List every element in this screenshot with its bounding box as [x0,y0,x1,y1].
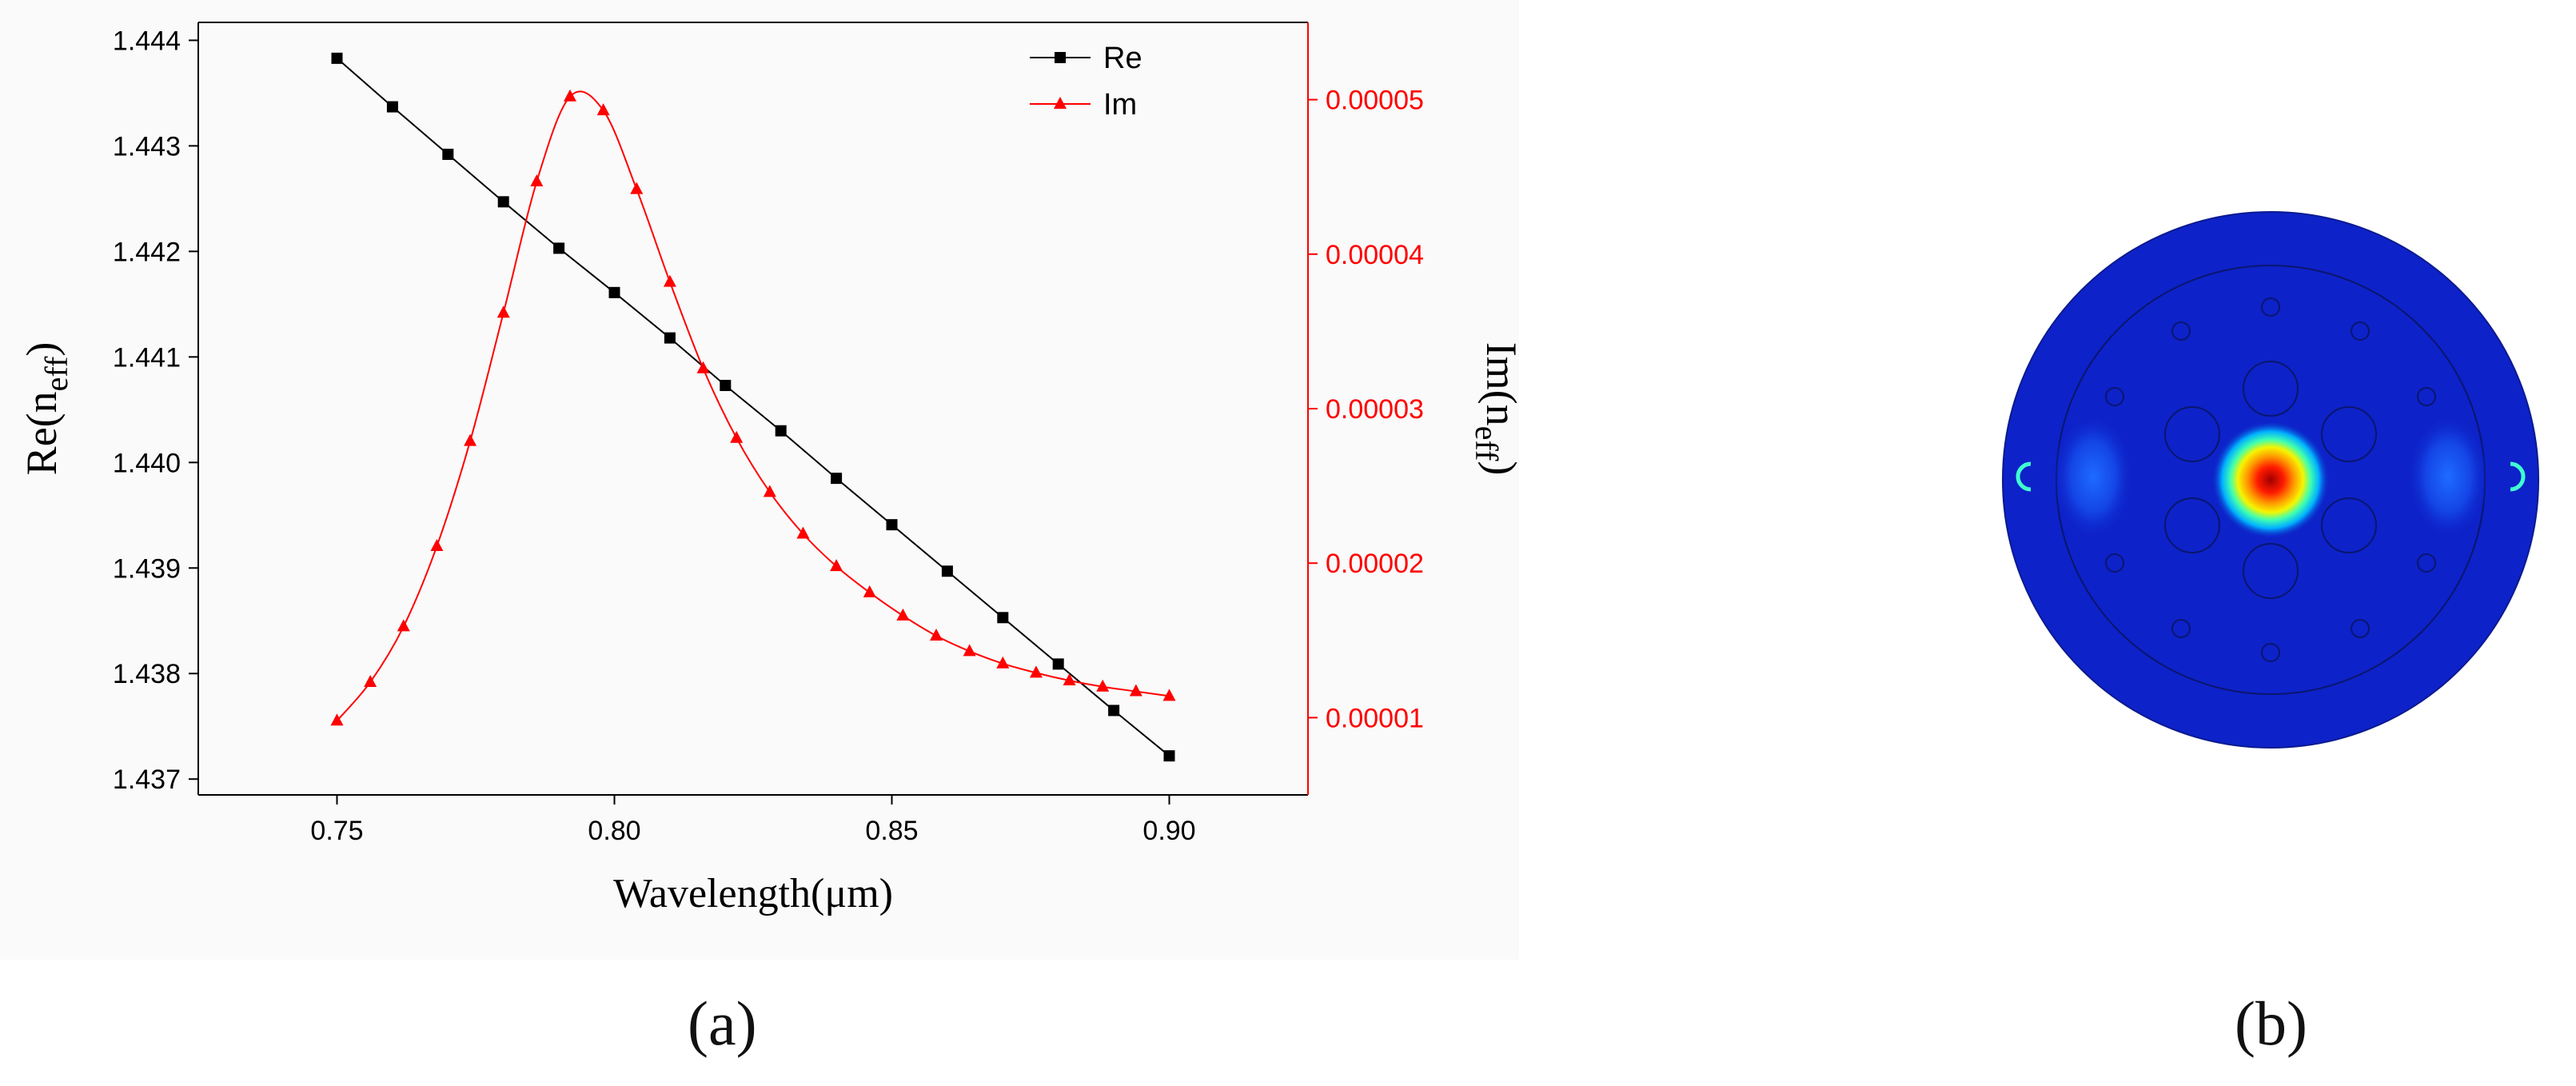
x-tick-label: 0.75 [310,816,363,846]
data-point-re [497,196,509,208]
subfigure-label-a: (a) [688,988,757,1058]
data-point-re [1052,658,1064,670]
data-point-re [664,332,676,344]
data-point-re [775,425,787,437]
legend-label-re: Re [1103,42,1142,75]
y-left-tick-label: 1.442 [113,237,181,267]
x-tick-label: 0.90 [1142,816,1195,846]
data-point-re [1163,750,1175,762]
data-point-im [963,644,976,657]
y-left-tick-label: 1.443 [113,131,181,162]
y-left-axis-title: Re(neff) [18,342,74,476]
data-point-im [330,713,344,726]
legend-label-im: Im [1103,88,1137,122]
y-right-tick-label: 0.00003 [1326,394,1424,425]
data-point-re [553,242,565,254]
y-right-title-base: Im(n [1477,342,1519,426]
data-point-im [596,103,610,116]
data-point-im [996,656,1010,669]
y-left-title-close: ) [18,342,66,357]
data-point-im [397,619,410,632]
y-right-tick-label: 0.00005 [1326,86,1424,116]
data-point-re [608,286,620,298]
data-point-im [696,361,710,373]
x-tick-label: 0.85 [865,816,918,846]
chart-background [0,0,1519,960]
legend-marker-im [1054,97,1067,109]
y-left-tick-label: 1.440 [113,448,181,478]
data-point-im [863,585,876,597]
y-right-tick-label: 0.00001 [1326,703,1424,733]
data-point-re [1108,705,1120,717]
y-left-title-sub: eff [38,356,74,391]
line-chart: 0.75 0.80 0.85 0.90 1.437 1.438 1.439 1.440 1.44… [0,0,1525,960]
y-left-tick-label: 1.441 [113,342,181,373]
data-point-re [720,379,732,391]
data-point-im [1029,665,1043,678]
data-point-im [830,559,843,572]
data-point-im [663,274,676,287]
fiber-mode-profile [2002,211,2539,749]
legend-marker-re [1055,52,1066,63]
data-point-im [1063,673,1076,686]
side-mode-left [2052,413,2135,541]
air-holes-outer [2105,297,2436,662]
chart-panel-a: 0.75 0.80 0.85 0.90 1.437 1.438 1.439 1.440 1.44… [0,0,1525,960]
x-tick-label: 0.80 [588,816,640,846]
data-point-im [364,674,377,687]
mode-profile-panel-b [1983,192,2558,768]
y-right-title-close: ) [1477,461,1519,475]
y-right-tick-label: 0.00002 [1326,549,1424,579]
x-axis-title: Wavelength(μm) [613,871,893,916]
data-point-im [530,174,544,186]
data-point-im [1129,684,1142,697]
data-point-im [763,485,776,497]
y-left-title-base: Re(n [18,391,66,475]
y-right-title-sub: eff [1469,426,1505,461]
subfigure-label-b: (b) [2235,988,2307,1058]
data-point-im [796,526,810,539]
data-point-im [730,430,744,443]
data-point-re [331,52,343,64]
data-point-im [630,182,644,194]
data-point-re [997,612,1009,624]
series-line-re [336,58,1170,757]
y-right-axis-title: Im(neff) [1469,342,1519,476]
data-point-im [464,433,477,446]
y-left-tick-label: 1.438 [113,659,181,689]
core-mode [2211,421,2330,539]
data-point-im [496,305,510,318]
y-left-tick-label: 1.439 [113,553,181,584]
surface-plasmon-left [2016,461,2032,492]
data-point-re [442,148,454,160]
data-point-im [1096,679,1110,692]
y-left-tick-label: 1.444 [113,26,181,56]
y-left-tick-label: 1.437 [113,765,181,795]
y-right-tick-label: 0.00004 [1326,240,1424,270]
data-point-im [896,608,910,621]
air-holes-inner [2164,361,2377,599]
data-point-im [1162,689,1176,701]
data-point-im [563,89,576,102]
data-point-re [886,519,898,531]
data-point-re [831,473,843,485]
data-point-im [430,538,444,551]
data-point-re [386,101,398,113]
data-point-im [930,629,943,641]
side-mode-right [2407,413,2490,541]
data-point-re [941,565,953,577]
surface-plasmon-right [2510,461,2526,492]
